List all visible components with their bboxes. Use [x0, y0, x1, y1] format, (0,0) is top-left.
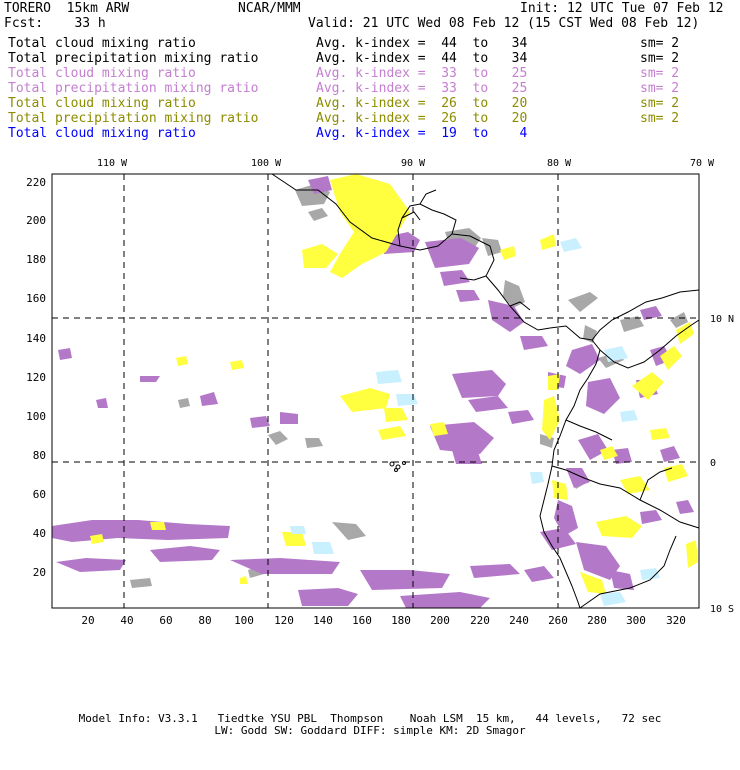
y-tick-label: 180	[26, 253, 46, 266]
legend-label: Total precipitation mixing ratio	[8, 81, 259, 96]
x-tick-label: 60	[159, 614, 172, 627]
y-tick-label: 120	[26, 371, 46, 384]
legend-label: Total cloud mixing ratio	[8, 36, 196, 51]
y-tick-label: 80	[33, 449, 46, 462]
lon-label: 110 W	[97, 158, 128, 169]
lon-label: 90 W	[401, 158, 426, 169]
model-title: TORERO 15km ARW	[4, 1, 130, 16]
y-tick-label: 160	[26, 292, 46, 305]
x-tick-label: 280	[587, 614, 607, 627]
init-time: Init: 12 UTC Tue 07 Feb 12	[520, 1, 724, 16]
legend-index: Avg. k-index = 19 to 4	[316, 126, 528, 141]
physics-info: LW: Godd SW: Goddard DIFF: simple KM: 2D…	[214, 724, 526, 737]
legend-row: Total cloud mixing ratio Avg. k-index = …	[8, 96, 728, 111]
legend-smoothing: sm= 2	[640, 111, 680, 126]
lat-label: 10 N	[710, 314, 734, 325]
legend-smoothing: sm= 2	[640, 66, 680, 81]
legend-label: Total precipitation mixing ratio	[8, 111, 259, 126]
x-tick-label: 140	[313, 614, 333, 627]
y-tick-label: 20	[33, 566, 46, 579]
map-frame	[51, 173, 700, 609]
y-tick-label: 100	[26, 410, 46, 423]
model-info: Model Info: V3.3.1 Tiedtke YSU PBL Thomp…	[78, 712, 662, 725]
x-tick-label: 260	[548, 614, 568, 627]
x-tick-label: 320	[666, 614, 686, 627]
x-tick-label: 40	[120, 614, 133, 627]
x-tick-label: 100	[234, 614, 254, 627]
y-axis: 220 200 180 160 140 120 100 80 60 40 20	[26, 176, 46, 579]
legend-index: Avg. k-index = 33 to 25	[316, 66, 528, 81]
x-tick-label: 20	[81, 614, 94, 627]
y-tick-label: 60	[33, 488, 46, 501]
x-tick-label: 180	[391, 614, 411, 627]
lat-label: 0	[710, 458, 716, 469]
y-tick-label: 140	[26, 332, 46, 345]
legend-smoothing: sm= 2	[640, 96, 680, 111]
lon-label: 70 W	[690, 158, 715, 169]
legend-smoothing: sm= 2	[640, 81, 680, 96]
legend-label: Total cloud mixing ratio	[8, 126, 196, 141]
legend-row: Total cloud mixing ratio Avg. k-index = …	[8, 36, 728, 51]
x-tick-label: 200	[430, 614, 450, 627]
y-tick-label: 40	[33, 527, 46, 540]
graticule	[52, 174, 699, 608]
forecast-hour: Fcst: 33 h	[4, 16, 106, 31]
legend-label: Total cloud mixing ratio	[8, 66, 196, 81]
coastlines	[271, 173, 700, 609]
legend-row: Total precipitation mixing ratio Avg. k-…	[8, 51, 728, 66]
map-panel	[51, 173, 700, 609]
lon-label: 80 W	[547, 158, 572, 169]
islands	[389, 461, 406, 472]
lat-label: 10 S	[710, 604, 734, 615]
x-tick-label: 80	[198, 614, 211, 627]
legend-row: Total cloud mixing ratio Avg. k-index = …	[8, 66, 728, 81]
legend-smoothing: sm= 2	[640, 51, 680, 66]
x-axis: 20 40 60 80 100 120 140 160 180 200 220 …	[81, 614, 686, 627]
legend-label: Total cloud mixing ratio	[8, 96, 196, 111]
legend-index: Avg. k-index = 26 to 20	[316, 96, 528, 111]
legend-row: Total precipitation mixing ratio Avg. k-…	[8, 81, 728, 96]
legend-smoothing: sm= 2	[640, 36, 680, 51]
legend-index: Avg. k-index = 44 to 34	[316, 36, 528, 51]
x-tick-label: 160	[352, 614, 372, 627]
x-tick-label: 220	[470, 614, 490, 627]
legend-index: Avg. k-index = 44 to 34	[316, 51, 528, 66]
x-tick-label: 120	[274, 614, 294, 627]
y-tick-label: 200	[26, 214, 46, 227]
legend-row: Total cloud mixing ratio Avg. k-index = …	[8, 126, 728, 141]
valid-time: Valid: 21 UTC Wed 08 Feb 12 (15 CST Wed …	[308, 16, 700, 31]
yellow-field	[90, 174, 698, 594]
y-tick-label: 220	[26, 176, 46, 189]
x-tick-label: 240	[509, 614, 529, 627]
lon-label: 100 W	[251, 158, 282, 169]
map-figure: 110 W 100 W 90 W 80 W 70 W	[26, 158, 734, 627]
legend-index: Avg. k-index = 26 to 20	[316, 111, 528, 126]
org-label: NCAR/MMM	[238, 1, 301, 16]
x-tick-label: 300	[626, 614, 646, 627]
legend-label: Total precipitation mixing ratio	[8, 51, 259, 66]
legend-index: Avg. k-index = 33 to 25	[316, 81, 528, 96]
legend-row: Total precipitation mixing ratio Avg. k-…	[8, 111, 728, 126]
